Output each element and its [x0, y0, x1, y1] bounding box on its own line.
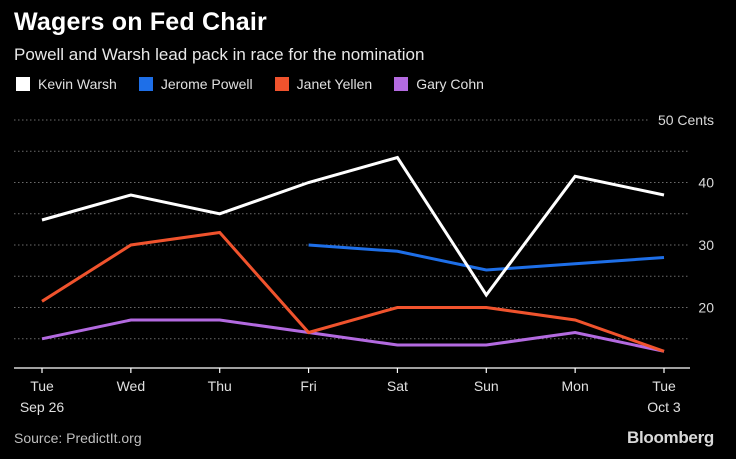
- chart-subtitle: Powell and Warsh lead pack in race for t…: [14, 45, 425, 64]
- source-note: Source: PredictIt.org: [14, 430, 142, 446]
- legend-item: Janet Yellen: [274, 76, 373, 92]
- chart-title: Wagers on Fed Chair: [14, 8, 267, 36]
- x-tick-label: Sat: [387, 378, 408, 394]
- legend-item: Gary Cohn: [394, 76, 484, 92]
- legend-swatch: [274, 77, 289, 91]
- x-tick-label: Thu: [208, 378, 232, 394]
- x-tick-label: Fri: [300, 378, 316, 394]
- legend-label: Jerome Powell: [160, 76, 253, 92]
- series-line-janet-yellen: [41, 230, 665, 353]
- legend-item: Kevin Warsh: [16, 76, 117, 92]
- bloomberg-logo: Bloomberg: [626, 428, 714, 447]
- y-tick-label: 40: [698, 175, 714, 191]
- legend-item: Jerome Powell: [138, 76, 253, 92]
- y-tick-label: 30: [698, 237, 714, 253]
- x-tick-sublabel: Sep 26: [20, 399, 65, 415]
- legend-swatch: [138, 77, 153, 91]
- series-line-kevin-warsh: [41, 155, 665, 298]
- legend-label: Janet Yellen: [296, 76, 373, 92]
- x-tick-label: Tue: [652, 378, 676, 394]
- y-tick-label: 50 Cents: [658, 112, 714, 128]
- legend-swatch: [16, 77, 30, 91]
- y-tick-label: 20: [698, 300, 714, 316]
- series-line-gary-cohn: [41, 318, 665, 353]
- x-tick-label: Tue: [30, 378, 54, 394]
- legend-swatch: [394, 77, 409, 91]
- x-tick-sublabel: Oct 3: [647, 399, 681, 415]
- legend-label: Kevin Warsh: [38, 76, 117, 92]
- x-tick-label: Mon: [562, 378, 589, 394]
- series-line-jerome-powell: [308, 243, 665, 272]
- x-tick-label: Wed: [117, 378, 146, 394]
- legend-label: Gary Cohn: [416, 76, 484, 92]
- x-tick-label: Sun: [474, 378, 499, 394]
- legend: Kevin Warsh Jerome Powell Janet Yellen G…: [16, 76, 506, 92]
